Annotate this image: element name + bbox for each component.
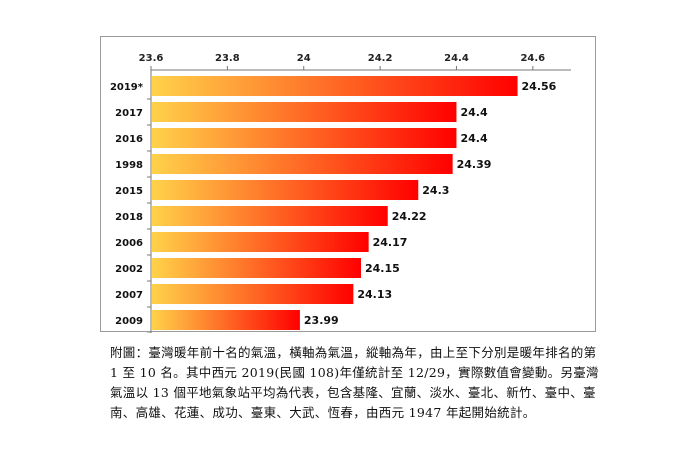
value-label: 24.56: [522, 80, 557, 93]
x-tick-label: 24.6: [520, 53, 545, 64]
x-tick-label: 24.2: [368, 53, 393, 64]
category-label: 2002: [115, 264, 143, 275]
bar: [152, 102, 457, 122]
bar: [152, 180, 419, 200]
x-tick-label: 24: [297, 53, 311, 64]
value-label: 24.39: [457, 158, 492, 171]
category-label: 2016: [115, 134, 143, 145]
value-label: 24.15: [365, 262, 400, 275]
category-label: 2006: [115, 238, 143, 249]
bar: [152, 284, 354, 304]
value-label: 24.4: [460, 132, 487, 145]
bar: [152, 206, 388, 226]
x-tick-label: 23.6: [139, 53, 164, 64]
category-label: 2017: [115, 108, 143, 119]
category-label: 2009: [115, 316, 143, 327]
category-label: 2015: [115, 186, 143, 197]
value-label: 24.17: [373, 236, 408, 249]
x-tick-label: 23.8: [215, 53, 240, 64]
bar: [152, 128, 457, 148]
bar: [152, 154, 453, 174]
category-label: 2018: [115, 212, 143, 223]
bar: [152, 310, 300, 330]
value-label: 24.22: [392, 210, 427, 223]
value-label: 24.3: [422, 184, 449, 197]
chart-frame: 23.6 23.8 24 24.2 24.4 24.6 2019* 2017 2016 1998 2…: [100, 36, 596, 333]
bar: [152, 76, 518, 96]
category-label: 1998: [115, 160, 143, 171]
category-label: 2019*: [110, 82, 144, 93]
bar: [152, 258, 361, 278]
value-label: 24.13: [357, 288, 392, 301]
bar-chart: 23.6 23.8 24 24.2 24.4 24.6 2019* 2017 2016 1998 2…: [110, 53, 571, 333]
value-label: 23.99: [304, 314, 339, 327]
category-label: 2007: [115, 290, 143, 301]
bar: [152, 232, 369, 252]
x-tick-label: 24.4: [444, 53, 469, 64]
figure-caption: 附圖：臺灣暖年前十名的氣溫，橫軸為氣溫，縱軸為年，由上至下分別是暖年排名的第 1…: [110, 345, 599, 420]
value-label: 24.4: [460, 106, 487, 119]
